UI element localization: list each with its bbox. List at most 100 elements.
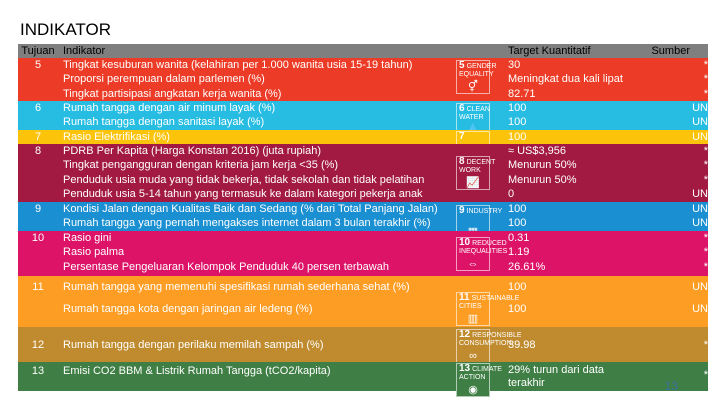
header-sumber: Sumber [651, 45, 690, 57]
sumber-cell: * [703, 260, 708, 273]
table-header: Tujuan Indikator Target Kuantitatif Sumb… [18, 44, 708, 58]
tujuan-cell: 12 [31, 339, 45, 351]
target-cell: Menurun 50% [508, 173, 577, 186]
target-cell: 100 [508, 116, 527, 129]
table-row: 5 Tingkat kesuburan wanita (kelahiran per… [18, 58, 708, 101]
sdg-number: 8 [459, 156, 465, 167]
sumber-cell: * [703, 73, 708, 86]
sdg-number: 7 [459, 131, 465, 142]
tujuan-cell: 10 [31, 232, 45, 244]
tujuan-cell: 7 [34, 131, 42, 143]
sumber-cell: * [703, 173, 708, 186]
indikator-cell: Tingkat partisipasi angkatan kerja wanit… [63, 87, 282, 100]
target-cell: 39.98 [508, 339, 536, 351]
target-cell: 30 [508, 59, 521, 71]
tujuan-cell: 13 [31, 365, 45, 377]
sumber-cell: * [703, 232, 708, 244]
sdg-number: 5 [459, 60, 465, 71]
table-row: 13 Emisi CO2 BBM & Listrik Rumah Tangga (… [18, 362, 708, 397]
tujuan-cell: 6 [34, 102, 42, 114]
indikator-cell: Rumah tangga kota dengan jaringan air le… [63, 303, 313, 315]
header-target: Target Kuantitatif [508, 45, 591, 57]
target-cell: 29% turun dari data terakhir [508, 364, 605, 389]
target-cell: ≈ US$3,956 [508, 145, 567, 157]
sumber-cell: * [703, 246, 708, 259]
target-cell: 82.71 [508, 87, 536, 100]
table-row: 8 PDRB Per Kapita (Harga Konstan 2016) (j… [18, 144, 708, 202]
sumber-cell: * [703, 369, 708, 381]
sdg-glyph: ∞ [469, 350, 477, 362]
page-title: INDIKATOR [20, 20, 111, 39]
indikator-cell: Rumah tangga yang memenuhi spesifikasi r… [63, 281, 410, 293]
indikator-cell: Rumah tangga dengan air minum layak (%) [63, 102, 276, 114]
indikator-cell: Penduduk usia 5-14 tahun yang termasuk k… [63, 187, 423, 200]
table-row: 9 Kondisi Jalan dengan Kualitas Baik dan … [18, 202, 708, 239]
indikator-cell: Emisi CO2 BBM & Listrik Rumah Tangga (tC… [63, 365, 331, 377]
sumber-cell: UN [692, 187, 708, 200]
indicator-table: Tujuan Indikator Target Kuantitatif Sumb… [18, 44, 708, 397]
sumber-cell: * [703, 159, 708, 172]
sumber-cell: * [703, 145, 708, 157]
indikator-cell: PDRB Per Kapita (Harga Konstan 2016) (ju… [63, 145, 322, 157]
target-cell: 100 [508, 303, 527, 315]
sumber-cell: UN [692, 116, 708, 129]
indikator-cell: Rasio gini [63, 232, 112, 244]
sdg-label: CLEAN WATER [459, 106, 490, 121]
tujuan-cell: 8 [34, 145, 42, 157]
table-row: 10 Rasio gini 0.31 * Rasio palma 1.19 * Persent… [18, 231, 708, 276]
target-cell: Meningkat dua kali lipat [508, 73, 623, 86]
target-cell: 0.31 [508, 232, 530, 244]
sdg-number: 9 [459, 205, 465, 216]
sumber-cell: UN [692, 303, 708, 315]
target-cell: 0 [508, 187, 515, 200]
sdg-number: 6 [459, 103, 465, 114]
target-cell: 100 [508, 217, 527, 230]
sustainable-cities-icon: 11 SUSTAINABLE CITIES ▥ [456, 292, 519, 326]
indikator-cell: Rumah tangga yang pernah mengakses inter… [63, 217, 431, 230]
target-cell: Menurun 50% [508, 159, 577, 172]
sdg-label: REDUCED INEQUALITIES [459, 240, 508, 255]
sdg-glyph: ▥ [467, 313, 479, 325]
indikator-cell: Proporsi perempuan dalam parlemen (%) [63, 73, 265, 86]
indikator-cell: Rumah tangga dengan perilaku memilah sam… [63, 339, 324, 351]
indikator-cell: Rasio palma [63, 246, 125, 259]
table-row: 12 Rumah tangga dengan perilaku memilah s… [18, 327, 708, 363]
target-cell: 26.61% [508, 260, 546, 273]
sumber-cell: * [703, 339, 708, 351]
sdg-glyph: 📈 [466, 177, 480, 189]
indikator-cell: Kondisi Jalan dengan Kualitas Baik dan S… [63, 203, 438, 215]
indikator-cell: Persentase Pengeluaran Kelompok Penduduk… [63, 260, 389, 273]
climate-action-icon: 13 CLIMATE ACTION ◉ [456, 363, 502, 397]
header-indikator: Indikator [63, 45, 106, 57]
sdg-number: 13 [459, 363, 471, 374]
table-row: 11 Rumah tangga yang memenuhi spesifikasi… [18, 276, 708, 327]
reduced-inequalities-icon: 10 REDUCED INEQUALITIES ⇔ [456, 237, 507, 271]
target-cell: 100 [508, 102, 527, 114]
sdg-number: 10 [459, 237, 471, 248]
sdg-glyph: ◉ [468, 384, 478, 396]
sdg-label: GENDER EQUALITY [459, 63, 497, 78]
page-number: 13 [664, 379, 678, 393]
table-row: 6 Rumah tangga dengan air minum layak (%)… [18, 101, 708, 137]
sdg-label: RESPONSIBLE CONSUMPTION [459, 332, 522, 347]
sumber-cell: UN [692, 102, 708, 114]
sdg-label: CLIMATE ACTION [459, 366, 502, 381]
gender-equality-icon: 5 GENDER EQUALITY ⚥ [456, 60, 497, 94]
sumber-cell: UN [692, 281, 708, 293]
sumber-cell: * [703, 59, 708, 71]
sdg-label: DECENT WORK [459, 159, 496, 174]
sdg-number: 12 [459, 329, 471, 340]
target-cell: 1.19 [508, 246, 530, 259]
sumber-cell: UN [692, 203, 708, 215]
tujuan-cell: 5 [34, 59, 42, 71]
sdg-glyph: ⇔ [467, 258, 479, 270]
tujuan-cell: 11 [32, 281, 44, 293]
sumber-cell: * [703, 87, 708, 100]
indikator-cell: Rumah tangga dengan sanitasi layak (%) [63, 116, 265, 129]
responsible-consumption-icon: 12 RESPONSIBLE CONSUMPTION ∞ [456, 329, 522, 363]
decent-work-icon: 8 DECENT WORK 📈 [456, 156, 495, 190]
sdg-label: INDUSTRY [466, 208, 503, 215]
target-cell: 100 [508, 203, 527, 215]
indikator-cell: Penduduk usia muda yang tidak bekerja, t… [63, 173, 425, 186]
